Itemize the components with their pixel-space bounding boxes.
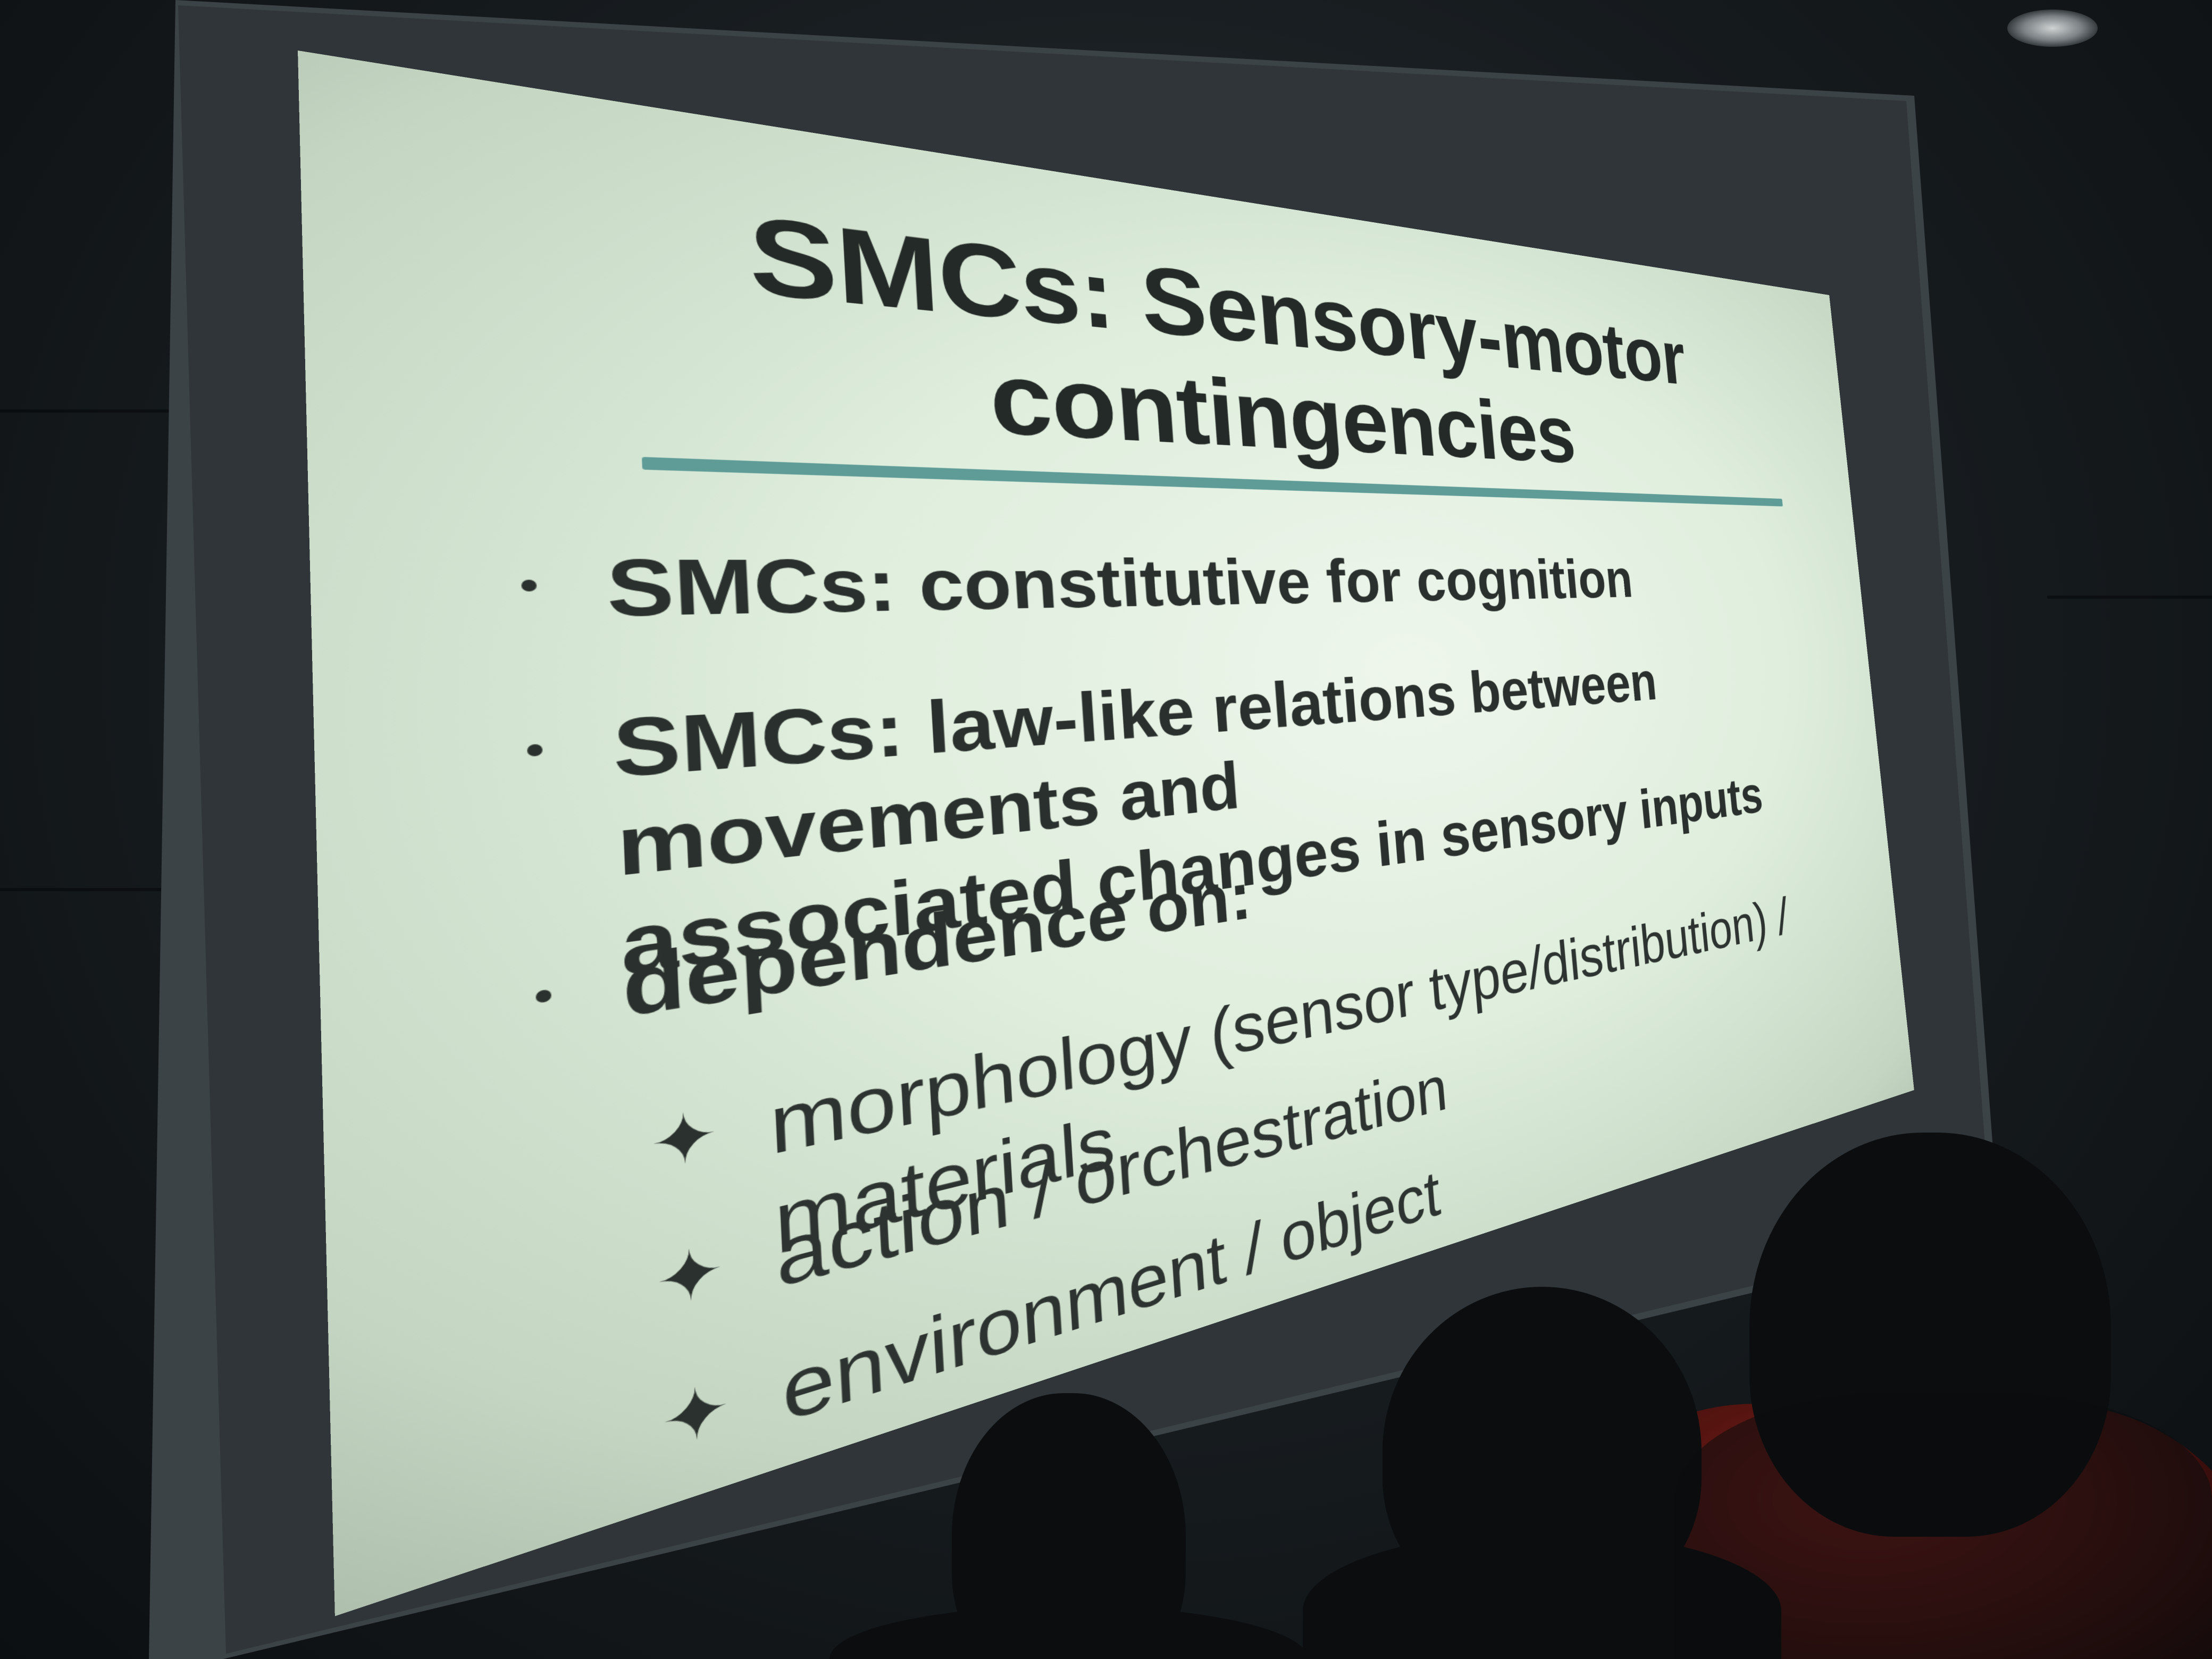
audience-head: [1675, 1393, 2212, 1659]
bullet-dot: [535, 989, 551, 1003]
bullet-dot: [527, 744, 543, 757]
four-point-star-icon: ✦: [659, 1362, 732, 1470]
bullet-text: SMCs: constitutive for cognition: [605, 540, 1821, 636]
bullet-item: SMCs: constitutive for cognition: [605, 540, 1821, 636]
slide-title: SMCs: Sensory-motor contingencies: [300, 131, 1850, 492]
four-point-star-icon: ✦: [653, 1226, 726, 1329]
four-point-star-icon: ✦: [648, 1091, 720, 1190]
bullet-dot: [521, 580, 537, 591]
